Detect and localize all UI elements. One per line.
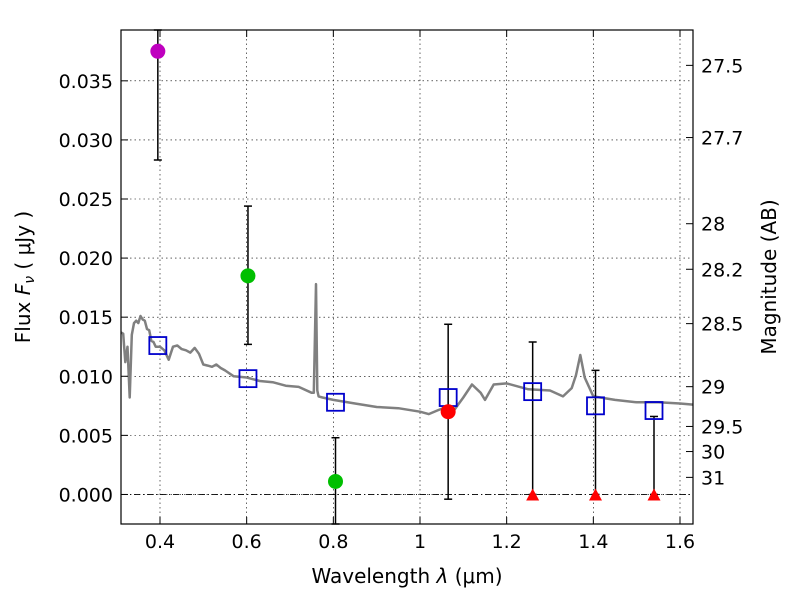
x-tick-label: 0.6 (232, 531, 262, 553)
upper-limit-triangle (589, 488, 602, 501)
mag-tick-label: 28 (701, 214, 725, 236)
y-tick-label: 0.035 (59, 71, 113, 93)
y-tick-label: 0.025 (59, 189, 113, 211)
observed-point (240, 268, 256, 284)
y-tick-label: 0.030 (59, 130, 113, 152)
model-square (523, 382, 543, 402)
model-square (644, 401, 664, 420)
plot-frame (120, 29, 694, 525)
model-square (586, 396, 605, 416)
mag-tick-label: 28.5 (701, 314, 743, 336)
observed-point (328, 473, 343, 489)
x-tick-label: 1.6 (665, 531, 695, 553)
upper-limit-triangle (647, 488, 661, 501)
error-bars (153, 29, 658, 525)
observed-point (440, 404, 456, 420)
mag-tick-label: 30 (701, 442, 725, 464)
model-square (326, 392, 345, 412)
mag-tick-label: 27.5 (701, 55, 743, 77)
mag-tick-label: 27.7 (701, 128, 743, 150)
x-tick-label: 0.8 (318, 531, 348, 553)
grid-lines (121, 30, 693, 524)
x-axis-label: Wavelength λ (μm) (311, 564, 502, 588)
upper-limit-triangle (526, 488, 540, 501)
mag-tick-label: 28.2 (701, 259, 743, 281)
y-tick-label: 0.015 (59, 307, 113, 329)
y-tick-label: 0.005 (59, 425, 113, 447)
magnitude-axis-label: Magnitude (AB) (757, 199, 781, 354)
x-tick-label: 1.2 (492, 531, 522, 553)
mag-tick-label: 29 (701, 377, 725, 399)
model-photometry-points (148, 336, 664, 420)
observed-points (150, 43, 456, 489)
y-axis-ticks: 0.000 0.005 0.010 0.015 0.020 0.025 0.030 0.035 (59, 71, 128, 506)
observed-point (150, 43, 166, 59)
x-tick-label: 0.4 (145, 531, 175, 553)
x-tick-label: 1.4 (578, 531, 608, 553)
y-tick-label: 0.010 (59, 366, 113, 388)
y-tick-label: 0.000 (59, 484, 113, 506)
mag-tick-label: 31 (701, 467, 725, 489)
model-square (238, 369, 258, 389)
y-tick-label: 0.020 (59, 248, 113, 270)
magnitude-axis-ticks: 27.5 27.7 28 28.2 28.5 29 29.5 30 31 (686, 55, 743, 489)
x-axis-ticks: 0.4 0.6 0.8 1 1.2 1.4 1.6 (145, 30, 695, 553)
mag-tick-label: 29.5 (701, 416, 743, 438)
spectrum-line (120, 282, 694, 416)
model-square (148, 336, 168, 355)
y-axis-label: Flux Fν ( μJy ) (11, 211, 38, 343)
model-spectrum (120, 282, 694, 416)
upper-limit-markers (526, 488, 661, 501)
x-tick-label: 1 (414, 531, 426, 553)
